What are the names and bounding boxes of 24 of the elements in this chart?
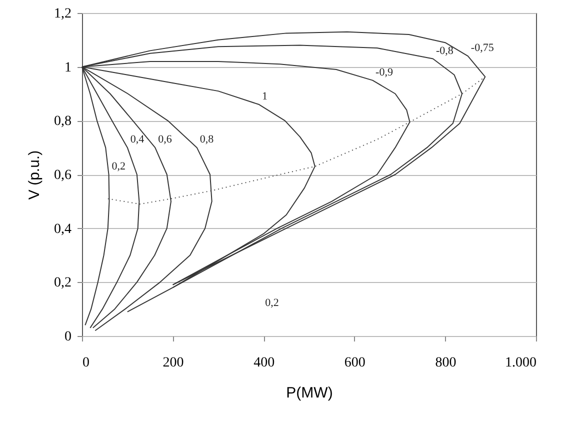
annotation: 0,2 [265,297,279,309]
series-label: -0,75 [470,42,494,54]
series-label: -0,9 [376,66,394,78]
y-tick-label: 0 [64,330,72,344]
series-label: 0,6 [158,134,172,146]
x-tick-label: 400 [254,356,275,370]
y-axis-title: V (p.u.) [26,150,43,200]
y-tick-label: 1 [64,60,72,76]
series-label: 0,4 [130,134,145,146]
y-tick-label: 0,2 [54,276,72,291]
x-axis-title: P(MW) [286,384,333,402]
x-tick-label: 600 [344,356,366,370]
y-tick-label: 0,4 [54,222,72,237]
y-tick-label: 0,8 [54,114,72,130]
y-tick-label: 0,6 [54,168,72,183]
x-tick-label: 1.000 [505,356,536,370]
series-label: -0,8 [436,44,454,57]
y-tick-label: 1,2 [54,6,72,22]
series-label: 0,2 [112,160,126,172]
series-label: 1 [262,90,268,103]
x-tick-label: 800 [435,356,456,370]
series-label: 0,8 [200,134,214,146]
x-tick-label: 0 [82,356,90,370]
x-tick-label: 200 [162,356,184,370]
